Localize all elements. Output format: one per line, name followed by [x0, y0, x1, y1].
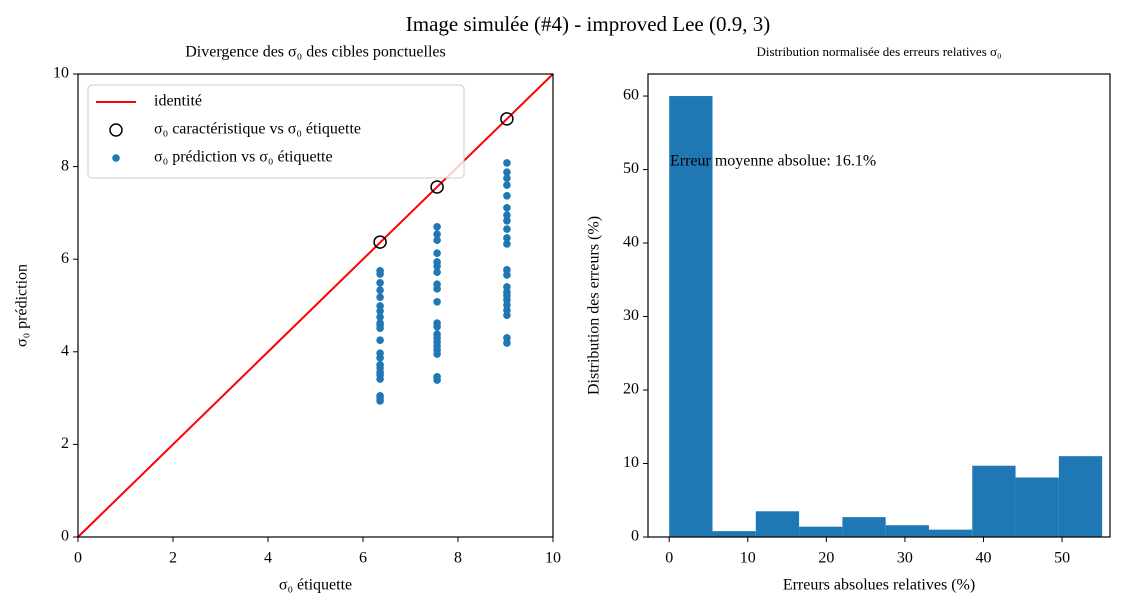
prediction-point: [433, 285, 441, 293]
prediction-point: [503, 225, 511, 233]
y-tick-label: 50: [623, 160, 639, 177]
x-tick-label: 30: [897, 550, 913, 567]
y-axis-label: Distribution des erreurs (%): [586, 216, 603, 395]
prediction-point: [503, 339, 511, 347]
y-tick-label: 6: [61, 250, 69, 267]
histogram-bar: [799, 526, 843, 537]
y-tick-label: 8: [61, 157, 69, 174]
axes-title: Divergence des σ₀ des cibles ponctuelles: [185, 44, 446, 61]
prediction-point: [376, 279, 384, 287]
prediction-point: [433, 350, 441, 358]
x-tick-label: 0: [665, 550, 673, 567]
prediction-point: [433, 262, 441, 270]
legend-label: σ₀ caractéristique vs σ₀ étiquette: [154, 121, 361, 138]
y-tick-label: 4: [61, 342, 69, 359]
x-tick-label: 10: [740, 550, 756, 567]
x-axis-label: Erreurs absolues relatives (%): [783, 577, 975, 594]
x-tick-label: 8: [454, 550, 462, 567]
prediction-point: [433, 268, 441, 276]
prediction-point: [503, 181, 511, 189]
prediction-point: [376, 307, 384, 315]
identity-line: [77, 73, 554, 538]
suptitle: Image simulée (#4) - improved Lee (0.9, …: [406, 12, 770, 36]
prediction-point: [503, 271, 511, 279]
prediction-point: [433, 249, 441, 257]
prediction-point: [433, 322, 441, 331]
characteristic-point: [430, 180, 444, 194]
legend-label: identité: [154, 93, 202, 110]
histogram-bar: [755, 511, 800, 537]
histogram-bar: [928, 529, 973, 537]
y-axis-label: σ₀ prédiction: [14, 264, 31, 347]
y-tick-label: 0: [631, 528, 639, 545]
annotation: Erreur moyenne absolue: 16.1%: [670, 153, 876, 170]
x-tick-label: 0: [74, 550, 82, 567]
x-tick-label: 6: [359, 550, 367, 567]
prediction-point: [433, 230, 441, 238]
legend-swatch: [112, 154, 120, 162]
prediction-point: [503, 216, 511, 225]
prediction-point: [433, 376, 441, 384]
prediction-point: [503, 159, 511, 167]
y-tick-label: 10: [53, 65, 69, 82]
histogram-bar: [842, 517, 886, 537]
prediction-point: [376, 354, 384, 362]
histogram-bar: [885, 525, 929, 537]
characteristic-point: [373, 235, 387, 249]
prediction-point: [376, 270, 384, 278]
prediction-point: [503, 211, 511, 220]
prediction-point: [376, 324, 384, 332]
y-tick-label: 10: [623, 454, 639, 471]
prediction-point: [503, 240, 511, 248]
prediction-point: [433, 222, 441, 231]
legend-box: [87, 84, 465, 179]
x-tick-label: 10: [545, 550, 561, 567]
legend-swatch: [109, 123, 123, 137]
histogram-bar: [1058, 456, 1103, 537]
x-tick-label: 40: [976, 550, 992, 567]
x-axis-label: σ₀ étiquette: [279, 577, 352, 594]
axes-frame: [647, 73, 1111, 538]
prediction-point: [503, 204, 511, 212]
x-tick-label: 4: [264, 550, 272, 567]
prediction-point: [376, 397, 384, 405]
prediction-point: [503, 174, 511, 182]
prediction-point: [503, 168, 511, 176]
prediction-point: [376, 336, 384, 345]
axes-title: Distribution normalisée des erreurs rela…: [756, 44, 1001, 59]
prediction-point: [503, 191, 511, 200]
histogram-bar: [1015, 477, 1059, 537]
x-tick-label: 2: [169, 550, 177, 567]
histogram-bar: [712, 531, 756, 537]
legend-label: σ₀ prédiction vs σ₀ étiquette: [154, 149, 333, 166]
prediction-point: [376, 313, 384, 321]
y-tick-label: 60: [623, 87, 639, 104]
prediction-point: [433, 297, 441, 306]
y-tick-label: 30: [623, 307, 639, 324]
y-tick-label: 40: [623, 234, 639, 251]
prediction-point: [503, 311, 511, 320]
x-tick-label: 50: [1054, 550, 1070, 567]
y-tick-label: 0: [61, 528, 69, 545]
characteristic-point: [500, 112, 514, 126]
prediction-point: [376, 375, 384, 383]
x-tick-label: 20: [818, 550, 834, 567]
histogram-bar: [669, 96, 713, 538]
y-tick-label: 2: [61, 435, 69, 452]
prediction-point: [433, 236, 441, 245]
axes-frame: [77, 73, 554, 538]
prediction-point: [376, 286, 384, 295]
prediction-point: [503, 234, 511, 242]
histogram-bar: [972, 465, 1016, 537]
y-tick-label: 20: [623, 381, 639, 398]
prediction-point: [376, 293, 384, 301]
